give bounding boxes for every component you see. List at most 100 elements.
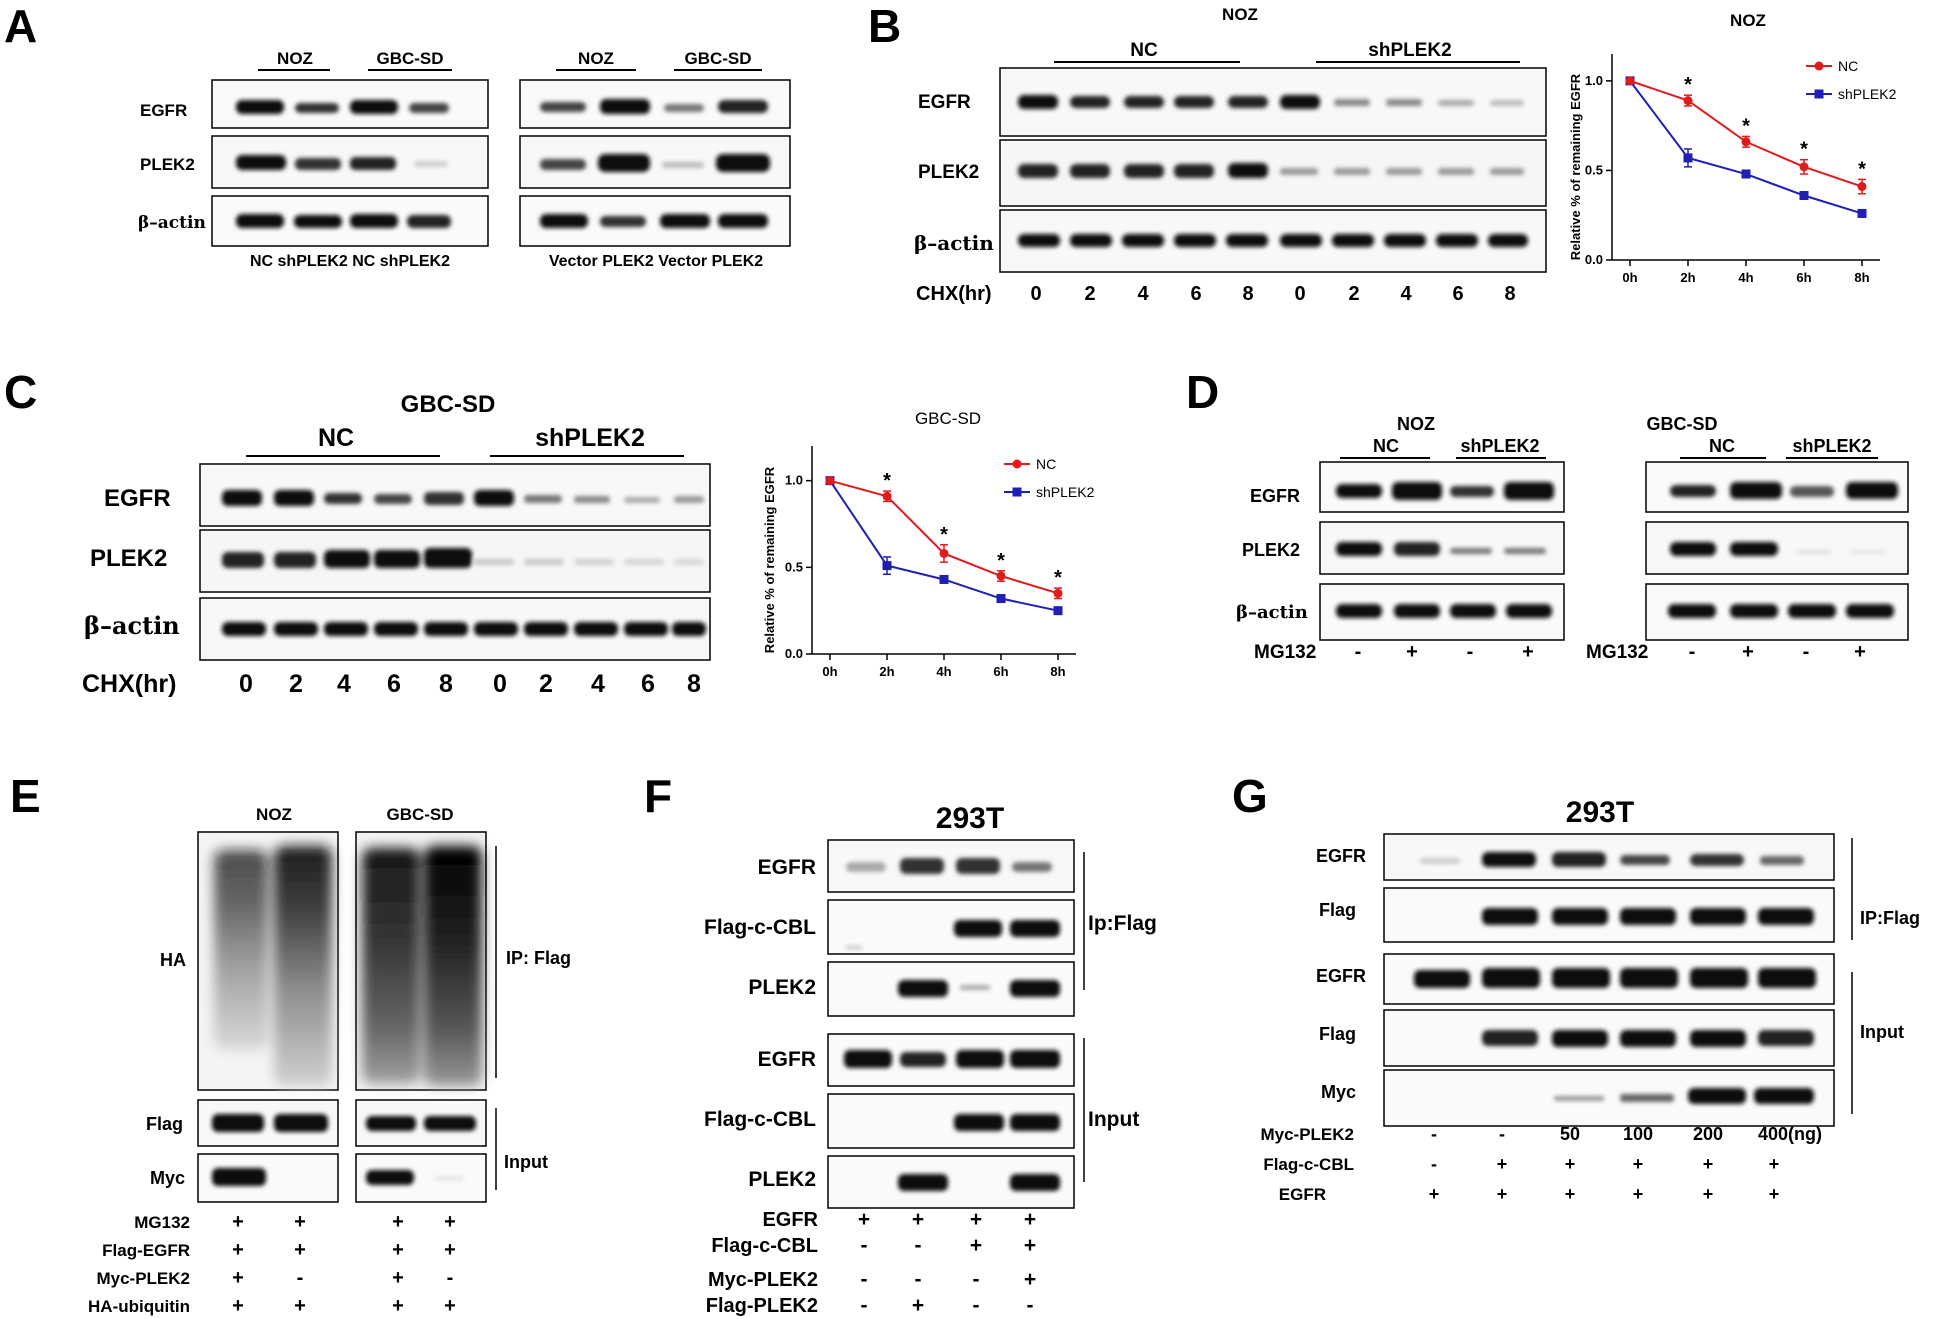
panel-a-group-left-1: NOZ [277,49,313,68]
panel-c-row-plek2: PLEK2 [90,545,167,572]
panel-g-title: 293T [1566,796,1634,829]
chx-value: 2 [1084,283,1095,305]
data-point [996,571,1006,581]
mg-value: + [1742,641,1754,663]
y-tick-label: 1.0 [1585,73,1603,88]
panel-d: NOZ GBC-SD NC shPLEK2 NC shPLEK2 EGFR PL… [1236,414,1909,663]
panel-f-row-cbl-ip: Flag-c-CBL [704,916,816,939]
condition-value: + [392,1267,404,1289]
data-point [882,561,892,571]
condition-value: - [915,1268,922,1291]
condition-label: Myc-PLEK2 [1260,1125,1354,1144]
condition-label: Myc-PLEK2 [96,1269,190,1288]
condition-label: Flag-c-CBL [1263,1155,1354,1174]
x-tick-label: 4h [936,664,951,679]
panel-f-row-egfr-in: EGFR [758,1048,816,1071]
condition-value: 400(ng) [1758,1124,1822,1144]
condition-value: + [392,1295,404,1317]
panel-b: NOZ NC shPLEK2 EGFR PLEK2 β–actin [914,5,1547,305]
condition-value: 200 [1693,1124,1723,1144]
condition-value: + [1633,1154,1644,1174]
panel-b-row-actin: β–actin [914,231,994,255]
panel-b-row-egfr: EGFR [918,92,971,113]
condition-value: 50 [1560,1124,1580,1144]
mg-value: + [1522,641,1534,663]
panel-a-group-right-2: GBC-SD [684,49,751,68]
condition-value: - [973,1294,980,1317]
x-tick-label: 4h [1738,270,1753,285]
condition-label: EGFR [762,1209,818,1231]
condition-value: + [1565,1154,1576,1174]
y-axis-label: Relative % of remaining EGFR [1568,73,1583,260]
data-point [882,491,892,501]
panel-d-left-sh: shPLEK2 [1460,436,1539,456]
condition-label: Flag-PLEK2 [706,1295,818,1317]
panel-b-title: NOZ [1222,5,1258,24]
panel-g: 293T EGFR Flag EGFR Flag Myc [1260,796,1920,1204]
condition-value: + [1633,1184,1644,1204]
condition-value: + [444,1211,456,1233]
panel-g-row-flag-in: Flag [1319,1024,1356,1044]
panel-e-input-label: Input [504,1152,548,1172]
chx-value: 8 [1242,283,1253,305]
panel-c-chx-values: 0 2 4 6 8 0 2 4 6 8 [239,670,701,698]
chx-value: 0 [1030,283,1041,305]
panel-f-title: 293T [936,802,1004,835]
x-tick-label: 0h [822,664,837,679]
panel-c-group-nc: NC [318,424,354,452]
chx-value: 8 [439,670,453,698]
mg-value: - [1355,641,1362,663]
condition-value: - [1431,1124,1437,1144]
condition-value: + [444,1239,456,1261]
panel-e-group-gbc: GBC-SD [386,805,453,824]
condition-value: + [392,1239,404,1261]
chx-value: 2 [1348,283,1359,305]
data-point [1799,191,1809,201]
panel-letter-d: D [1186,366,1219,418]
y-tick-label: 0.5 [785,559,803,574]
panel-b-line-chart: NOZ 0.0 0.5 1.0 0h 2h 4h 6h 8h Relative % of rema… [1568,11,1897,285]
condition-value: - [861,1234,868,1257]
chx-value: 4 [1400,283,1412,305]
data-point [1683,153,1693,163]
panel-e-group-noz: NOZ [256,805,292,824]
data-point [939,574,949,584]
condition-label: MG132 [134,1213,190,1232]
panel-letter-a: A [4,0,37,52]
panel-a-lanes-right: Vector PLEK2 Vector PLEK2 [549,253,763,270]
chart-title: GBC-SD [915,409,981,428]
condition-value: - [1499,1124,1505,1144]
legend-label: shPLEK2 [1838,86,1897,102]
condition-value: + [1024,1234,1036,1257]
panel-letter-f: F [644,770,672,822]
panel-c-row-actin: β–actin [84,611,180,640]
chx-value: 6 [1190,283,1201,305]
panel-b-group-nc: NC [1130,40,1158,61]
x-tick-label: 6h [1796,270,1811,285]
x-tick-label: 8h [1854,270,1869,285]
condition-value: + [232,1267,244,1289]
condition-value: + [294,1211,306,1233]
mg-value: + [1854,641,1866,663]
panel-d-left-nc: NC [1373,436,1399,456]
panel-d-mg-label-right: MG132 [1586,642,1648,663]
panel-g-row-egfr-ip: EGFR [1316,846,1366,866]
condition-label: Flag-EGFR [102,1241,190,1260]
x-tick-label: 2h [1680,270,1695,285]
condition-value: + [1497,1184,1508,1204]
data-point [1683,96,1693,106]
condition-label: EGFR [1279,1185,1326,1204]
y-tick-label: 0.0 [785,646,803,661]
panel-a-group-right-1: NOZ [578,49,614,68]
condition-value: + [1703,1184,1714,1204]
panel-e-ip-label: IP: Flag [506,948,571,968]
condition-value: + [970,1234,982,1257]
legend-marker [1814,89,1824,99]
data-point [1053,588,1063,598]
panel-g-row-egfr-in: EGFR [1316,966,1366,986]
panel-d-title-left: NOZ [1397,414,1435,434]
condition-value: - [861,1294,868,1317]
condition-value: + [232,1211,244,1233]
condition-value: + [1769,1184,1780,1204]
